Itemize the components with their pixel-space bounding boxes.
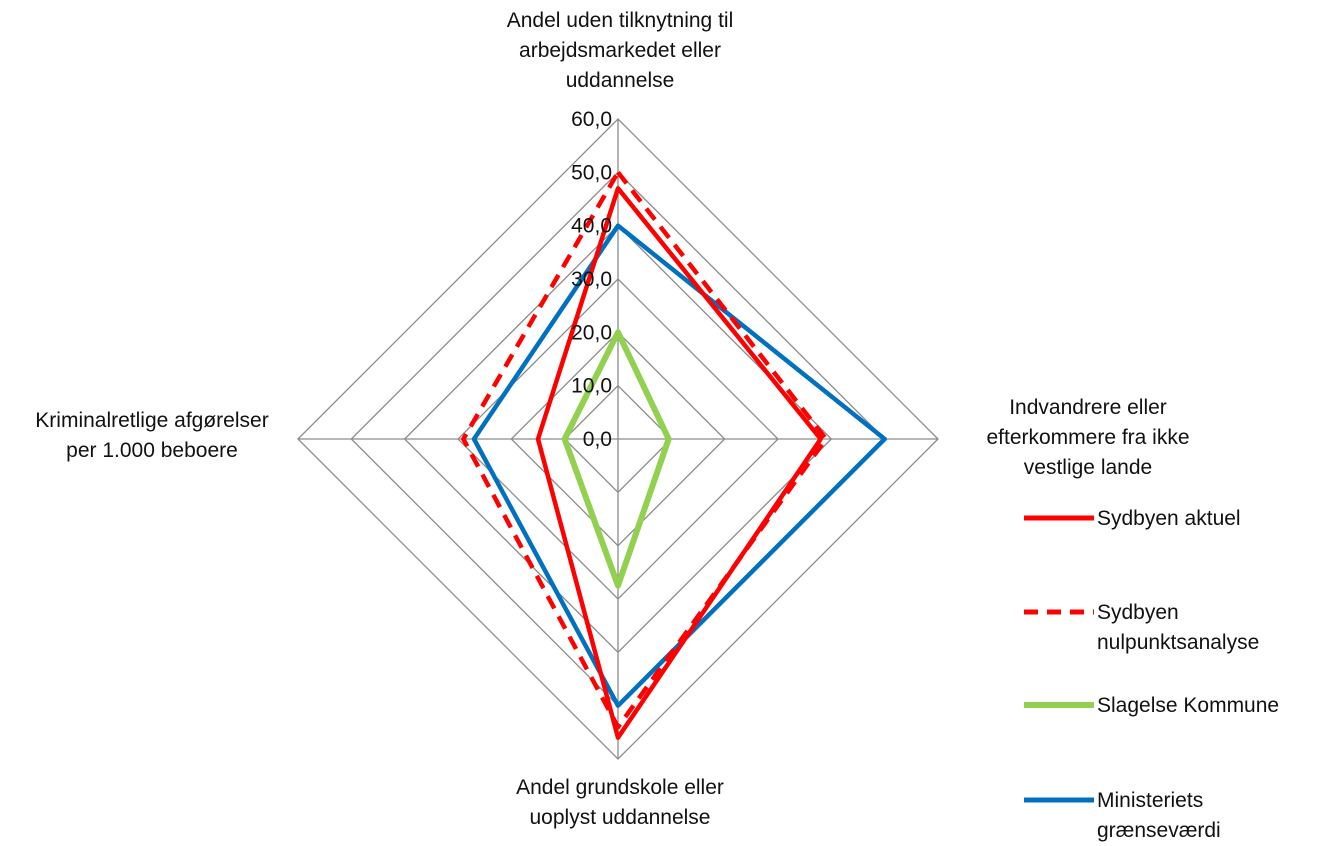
radar-series	[461, 170, 887, 740]
legend-swatch	[1024, 797, 1094, 803]
series-line-ministeriets-gr-nsev-rdi	[471, 223, 887, 708]
series-line-slagelse-kommune	[561, 329, 672, 589]
axis-label-top: Andel uden tilknytning til arbejdsmarked…	[506, 9, 734, 92]
tick-label-10: 10,0	[571, 375, 612, 398]
radar-tick-labels: 0,0 10,0 20,0 30,0 40,0 50,0 60,0	[571, 108, 612, 451]
tick-label-30: 30,0	[571, 268, 612, 291]
series-line-sydbyen-nulpunktsanalyse	[461, 170, 829, 730]
tick-label-0: 0,0	[583, 428, 612, 451]
tick-label-40: 40,0	[571, 215, 612, 238]
legend-swatch	[1024, 515, 1094, 521]
axis-label-bottom: Andel grundskole eller uoplyst uddannels…	[516, 776, 724, 829]
series-line-sydbyen-aktuel	[535, 186, 823, 740]
tick-label-50: 50,0	[571, 161, 612, 184]
tick-label-60: 60,0	[571, 108, 612, 131]
axis-label-left: Kriminalretlige afgørelser per 1.000 beb…	[35, 409, 269, 462]
tick-label-20: 20,0	[571, 321, 612, 344]
radar-spokes	[298, 119, 938, 759]
legend-swatch	[1024, 609, 1094, 615]
legend-swatch	[1024, 702, 1094, 708]
axis-label-right: Indvandrere eller efterkommere fra ikke …	[986, 396, 1190, 479]
